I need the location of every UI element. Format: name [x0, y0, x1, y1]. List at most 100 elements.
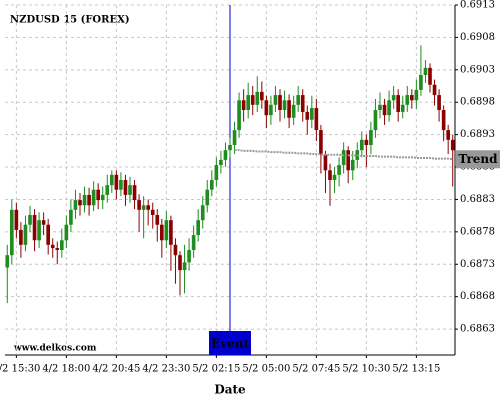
candle-body: [414, 89, 419, 101]
candle-body: [137, 200, 141, 210]
candle-body: [228, 145, 232, 151]
trend-line: [234, 149, 453, 161]
y-tick-label: 0.6878: [460, 226, 495, 237]
candle-body: [446, 130, 450, 140]
x-tick-label: 4/2 15:30: [0, 364, 40, 375]
candle-body: [173, 244, 178, 256]
trend-label-box: [456, 150, 500, 169]
candle-body: [210, 180, 214, 190]
candle-body: [441, 110, 446, 131]
candle-body: [100, 194, 105, 201]
candle-body: [323, 154, 328, 171]
candle-body: [250, 95, 255, 105]
watermark: www.delkos.com: [13, 344, 97, 354]
candle-body: [314, 108, 319, 131]
x-tick-label: 5/2 13:15: [392, 364, 440, 375]
candle-body: [341, 150, 346, 166]
candle-body: [219, 159, 223, 166]
candle-body: [5, 255, 10, 268]
candle-body: [37, 220, 41, 241]
candle-body: [410, 95, 414, 101]
candle-body: [428, 67, 432, 85]
candle-body: [119, 180, 123, 190]
candle-body: [400, 104, 405, 112]
event-box: [209, 331, 251, 355]
x-tick-label: 4/2 23:30: [142, 364, 190, 375]
candle-body: [32, 215, 37, 241]
y-tick-label: 0.6898: [460, 97, 495, 108]
chart-title: NZDUSD 15 (FOREX): [10, 15, 130, 26]
candle-body: [169, 220, 173, 245]
candle-body: [391, 95, 396, 101]
candle-body: [23, 224, 28, 245]
candle-body: [114, 174, 119, 190]
candle-body: [237, 100, 241, 131]
candle-body: [278, 95, 282, 110]
candle-body: [78, 200, 82, 206]
candle-body: [19, 229, 23, 245]
candle-body: [450, 139, 455, 151]
candle-body: [128, 185, 132, 195]
candle-body: [360, 139, 364, 151]
candle-body: [296, 95, 300, 105]
candle-body: [196, 220, 200, 236]
candle-body: [264, 100, 269, 116]
candle-body: [337, 165, 341, 175]
candle-body: [246, 95, 250, 110]
x-tick-label: 4/2 18:00: [42, 364, 90, 375]
candle-body: [150, 209, 155, 215]
candle-body: [364, 139, 369, 145]
y-tick-label: 0.6883: [460, 194, 495, 205]
candle-body: [328, 170, 332, 180]
candle-body: [396, 95, 400, 112]
candle-body: [41, 220, 46, 225]
candle-body: [437, 95, 441, 110]
candle-body: [96, 189, 100, 201]
candle-body: [214, 165, 219, 180]
candle-body: [419, 75, 423, 90]
y-tick-label: 0.6863: [460, 324, 495, 335]
candle-body: [273, 95, 278, 105]
candle-body: [160, 224, 164, 241]
candle-body: [187, 250, 191, 263]
candle-body: [132, 185, 137, 201]
candle-body: [69, 209, 73, 225]
candle-body: [378, 104, 382, 110]
y-tick-label: 0.6913: [460, 0, 495, 11]
candle-body: [373, 110, 378, 131]
x-tick-label: 5/2 05:00: [242, 364, 290, 375]
candle-body: [305, 111, 310, 120]
candle-body: [369, 130, 373, 145]
candle-body: [110, 174, 114, 186]
x-tick-label: 4/2 20:45: [92, 364, 140, 375]
candle-body: [105, 185, 110, 195]
y-tick-label: 0.6873: [460, 259, 495, 270]
candle-body: [200, 205, 205, 221]
candle-body: [182, 262, 187, 271]
candle-body: [141, 205, 146, 210]
candle-body: [332, 174, 337, 180]
candle-body: [387, 100, 391, 116]
candle-body: [55, 248, 60, 250]
candle-body: [255, 91, 260, 105]
candle-body: [10, 209, 14, 256]
candle-body: [146, 205, 150, 210]
candle-body: [300, 95, 305, 112]
candle-body: [287, 100, 291, 118]
candle-body: [164, 220, 169, 241]
candle-body: [269, 104, 273, 116]
candle-body: [232, 130, 237, 145]
candle-body: [382, 104, 387, 116]
candle-body: [291, 104, 296, 118]
candle-body: [423, 67, 428, 75]
trend-label: Trend: [458, 152, 498, 166]
candle-body: [50, 244, 55, 249]
candle-body: [319, 130, 323, 155]
candle-body: [178, 255, 182, 271]
candle-body: [64, 224, 69, 241]
candle-body: [282, 100, 287, 110]
candle-body: [350, 159, 355, 171]
candle-body: [87, 194, 91, 206]
y-tick-label: 0.6908: [460, 32, 495, 43]
